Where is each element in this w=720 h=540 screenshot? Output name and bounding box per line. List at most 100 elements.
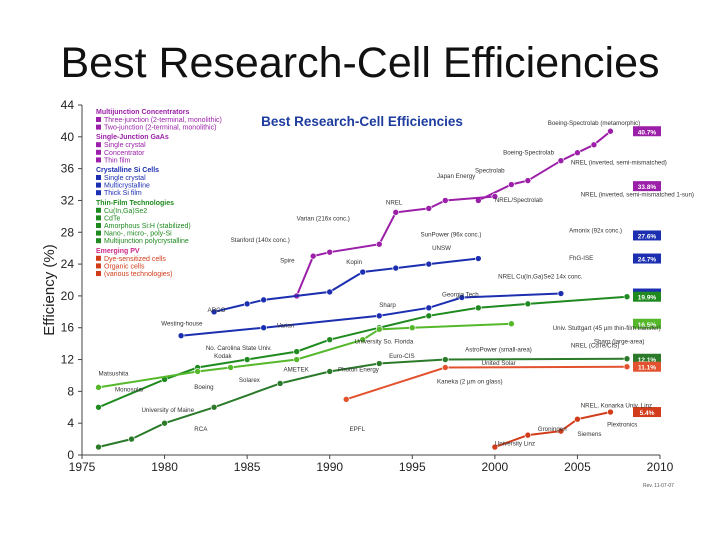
data-point [161,419,168,427]
data-point [95,443,102,451]
annotation-label: Solarex [239,377,261,384]
annotation-label: NREL (CdTe/CIS) [571,343,620,350]
data-point [293,356,300,363]
annotation-label: Westing-house [161,320,203,327]
annotation-label: NREL (inverted, semi-mismatched) [571,160,667,167]
end-value-label: 24.7% [638,257,657,264]
x-tick-label: 2000 [482,460,509,474]
data-point [425,205,433,212]
legend-marker [96,182,101,188]
annotation-label: Spectrolab [475,168,505,175]
y-tick-label: 32 [61,193,75,207]
data-point [508,320,515,328]
data-point [359,336,367,343]
legend-item: Amorphous Si:H (stabilized) [104,223,191,230]
legend-marker [96,149,101,155]
data-point [260,296,267,304]
data-point [557,290,565,297]
data-point [210,403,218,411]
data-point [128,435,135,443]
annotation-label: Siemens [577,431,601,438]
y-tick-label: 12 [61,353,75,367]
data-point [557,427,565,435]
data-point [508,181,515,188]
annotation-label: Kodak [214,353,232,360]
annotation-label: University Linz [495,440,535,447]
legend-marker [96,190,101,196]
legend-item: Thick Si film [104,190,142,197]
legend-item: Two-junction (2-terminal, monolithic) [104,125,216,132]
annotation-label: Matsushita [99,370,129,377]
data-point [442,364,449,371]
series-line [181,292,561,337]
annotation-label: UNSW [432,245,451,252]
y-axis-label: Efficiency (%) [41,244,58,335]
data-point [194,368,201,375]
legend-marker [96,157,101,163]
end-value-label: 40.7% [638,129,657,136]
annotation-label: University So. Florida [354,339,413,346]
x-tick-label: 1980 [151,460,178,474]
data-point [475,304,482,312]
data-point [95,403,102,411]
legend-item: Multicrystalline [104,183,150,190]
data-point [524,177,532,184]
data-point [491,443,499,451]
annotation-label: Plextronics [607,421,637,428]
data-point [623,355,631,363]
data-point [392,264,400,272]
legend-item: (various technologies) [104,271,172,278]
data-point [458,294,466,301]
legend-marker [96,124,101,130]
legend-group-title: Multijunction Concentrators [96,109,189,116]
data-point [243,300,251,308]
legend-marker [96,142,101,148]
data-point [375,240,383,248]
annotation-label: Univ. Stuttgart (45 µm thin-film transfe… [553,325,661,332]
annotation-label: NREL, Konarka Univ. Linz [581,402,652,409]
data-point [524,431,532,439]
data-point [574,415,581,423]
legend-marker [96,117,101,122]
legend-marker [96,255,101,261]
x-tick-label: 1990 [316,460,343,474]
data-point [425,260,433,268]
legend-item: Concentrator [104,150,145,157]
data-point [326,248,334,256]
end-value-badge [633,353,661,364]
annotation-label: AstroPower (small-area) [465,347,532,354]
legend-item: Cu(In,Ga)Se2 [104,208,147,215]
data-point [425,312,433,320]
annotation-label: Varian [277,323,295,330]
end-value-label: 33.8% [638,184,657,191]
annotation-label: AMETEK [283,366,309,373]
data-point [557,157,565,164]
legend-marker [96,223,101,228]
data-point [342,396,350,403]
data-point [442,356,449,363]
annotation-label: Monosolar [115,386,144,393]
data-point [95,384,102,391]
data-point [491,193,499,200]
data-point [359,268,367,276]
end-value-badge [633,253,661,264]
data-point [607,127,614,135]
data-point [607,408,614,416]
data-point [375,326,383,333]
legend-item: Organic cells [104,263,145,270]
annotation-label: RCA [194,426,208,433]
legend-marker [96,230,101,236]
y-tick-label: 4 [67,416,74,430]
y-tick-label: 40 [61,130,75,144]
legend-group-title: Emerging PV [96,248,140,255]
data-point [408,324,416,332]
data-point [475,255,482,262]
annotation-label: NREL [386,199,403,206]
annotation-label: Georgia Tech [442,292,479,299]
annotation-label: Varian (216x conc.) [297,215,350,222]
annotation-label: Euro-CIS [389,353,414,360]
series-line [98,295,628,409]
annotation-label: ARCO [208,307,226,314]
data-point [574,149,581,157]
legend-item: Multijunction polycrystalline [104,238,189,245]
